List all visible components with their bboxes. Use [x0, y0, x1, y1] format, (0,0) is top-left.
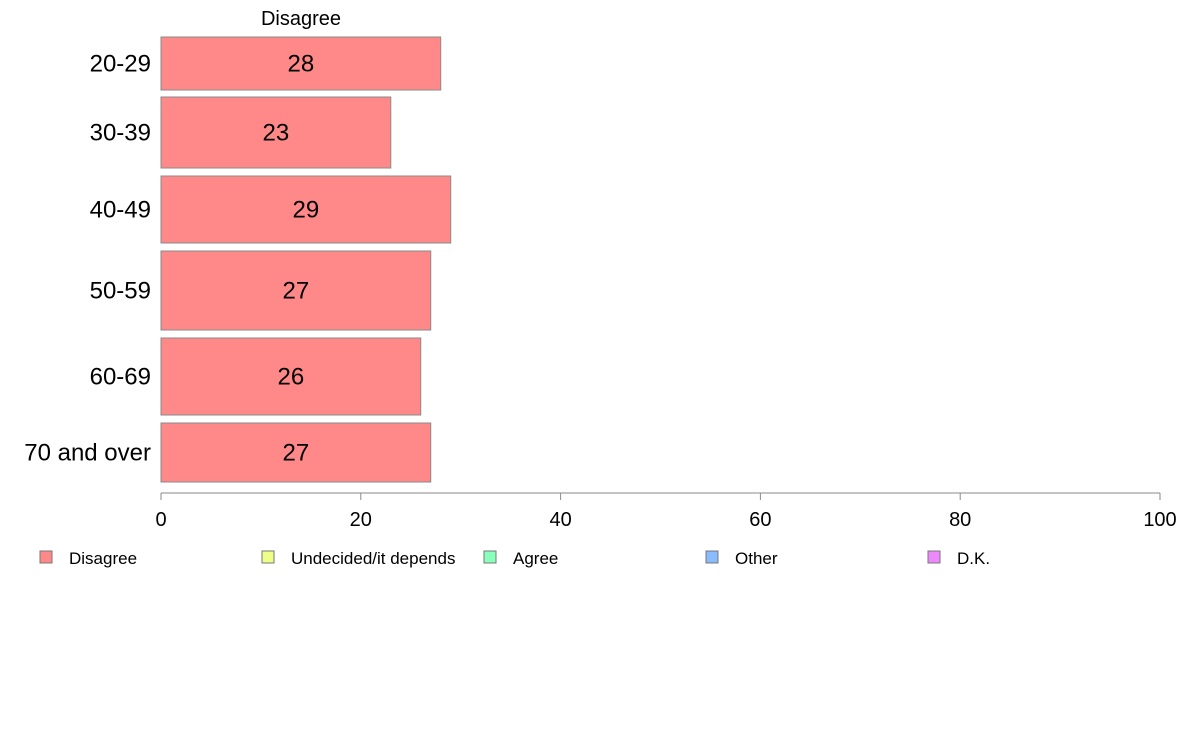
- category-label: 40-49: [90, 197, 151, 224]
- bar-value-label: 26: [278, 364, 305, 391]
- bar: [160, 422, 432, 483]
- legend-swatch: [39, 550, 53, 564]
- bar: [160, 175, 452, 244]
- bar: [160, 36, 442, 91]
- legend-swatch: [705, 550, 719, 564]
- bar-value-label: 27: [283, 278, 310, 305]
- legend-swatch: [261, 550, 275, 564]
- x-tick-label: 100: [1143, 509, 1176, 531]
- legend-label: Undecided/it depends: [291, 549, 455, 568]
- bar: [160, 250, 432, 331]
- bar-value-label: 23: [263, 120, 290, 147]
- category-label: 70 and over: [24, 440, 151, 467]
- category-label: 30-39: [90, 120, 151, 147]
- x-axis: 0 20 40 60 80 100: [155, 492, 1177, 531]
- x-tick-label: 80: [949, 509, 971, 531]
- category-label: 50-59: [90, 278, 151, 305]
- x-tick-label: 0: [155, 509, 166, 531]
- bar: [160, 96, 392, 169]
- x-tick-label: 20: [350, 509, 372, 531]
- category-label: 60-69: [90, 364, 151, 391]
- legend: Disagree Undecided/it depends Agree Other D.…: [39, 549, 990, 568]
- category-label: 20-29: [90, 51, 151, 78]
- bar-value-label: 29: [293, 197, 320, 224]
- x-tick-label: 40: [549, 509, 571, 531]
- legend-label: Agree: [513, 549, 558, 568]
- legend-label: Other: [735, 549, 778, 568]
- legend-label: Disagree: [69, 549, 137, 568]
- legend-swatch: [483, 550, 497, 564]
- bar-value-label: 27: [283, 440, 310, 467]
- bars-group: 20-29 28 30-39 23 40-49 29 50-59 27 60-69 26 70 an…: [24, 36, 452, 483]
- bar: [160, 337, 422, 416]
- x-tick-label: 60: [749, 509, 771, 531]
- legend-label: D.K.: [957, 549, 990, 568]
- legend-swatch: [927, 550, 941, 564]
- series-title: Disagree: [261, 8, 341, 30]
- bar-value-label: 28: [288, 51, 315, 78]
